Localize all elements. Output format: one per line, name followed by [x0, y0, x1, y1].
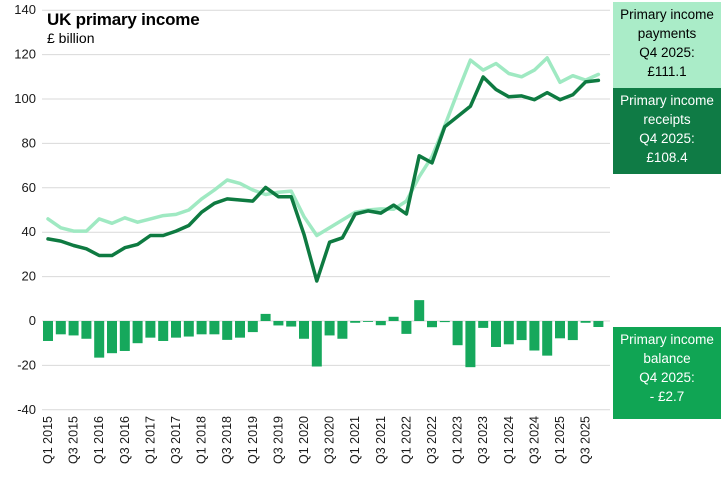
x-tick-label: Q3 2024 [527, 416, 541, 464]
balance-bar [529, 321, 540, 351]
balance-bar [299, 321, 309, 339]
balance-bar [247, 321, 258, 333]
balance-bar [107, 321, 117, 354]
y-tick-label: 80 [22, 135, 36, 150]
annotation-receipts: Primary income receipts Q4 2025: £108.4 [613, 88, 721, 174]
x-tick-label: Q3 2016 [118, 416, 132, 464]
balance-bar [350, 321, 361, 323]
annotation-balance: Primary income balance Q4 2025: - £2.7 [613, 327, 721, 419]
x-tick-label: Q3 2022 [425, 416, 439, 464]
x-tick-label: Q3 2025 [579, 416, 593, 464]
balance-bar [401, 321, 412, 334]
balance-bar [235, 321, 245, 338]
balance-bar [567, 321, 578, 341]
y-tick-label: 40 [22, 224, 36, 239]
balance-bar [439, 321, 450, 323]
balance-bar [132, 321, 143, 344]
x-tick-label: Q1 2025 [553, 416, 567, 464]
balance-bar [337, 321, 348, 339]
x-tick-label: Q3 2020 [323, 416, 337, 464]
x-tick-label: Q3 2019 [271, 416, 285, 464]
y-tick-label: 60 [22, 180, 36, 195]
annotation-payments: Primary income payments Q4 2025: £111.1 [613, 2, 721, 88]
x-tick-label: Q1 2015 [41, 416, 55, 464]
balance-bar [158, 321, 169, 341]
balance-bar [580, 321, 591, 323]
x-tick-label: Q1 2024 [502, 416, 516, 464]
balance-bar [542, 321, 553, 356]
x-tick-label: Q3 2017 [169, 416, 183, 464]
balance-bar [273, 321, 284, 326]
balance-bar [260, 313, 271, 321]
x-tick-label: Q1 2023 [451, 416, 465, 464]
x-tick-label: Q1 2018 [195, 416, 209, 464]
balance-bar [311, 321, 322, 367]
balance-bar [324, 321, 335, 336]
balance-bar [491, 321, 501, 347]
payments-line [46, 56, 601, 238]
balance-bar [286, 321, 297, 327]
x-tick-label: Q1 2019 [246, 416, 260, 464]
y-tick-label: -40 [17, 402, 36, 417]
y-tick-label: 20 [22, 269, 36, 284]
y-tick-label: -20 [17, 357, 36, 372]
y-tick-label: 100 [14, 91, 36, 106]
y-tick-label: 140 [14, 2, 36, 17]
x-tick-label: Q3 2021 [374, 416, 388, 464]
balance-bar [171, 321, 181, 338]
x-tick-label: Q1 2022 [399, 416, 413, 464]
balance-bar [145, 321, 156, 338]
balance-bar [68, 321, 79, 336]
balance-bar [363, 321, 373, 322]
balance-bar [388, 316, 399, 321]
x-tick-label: Q1 2017 [143, 416, 157, 464]
balance-bar [94, 321, 105, 358]
balance-bar [516, 321, 527, 341]
balance-bar [43, 321, 53, 341]
balance-bar [183, 321, 194, 337]
balance-bar [478, 321, 489, 328]
balance-bar [452, 321, 463, 346]
balance-bar [375, 321, 386, 326]
x-tick-label: Q1 2020 [297, 416, 311, 464]
x-tick-label: Q1 2016 [92, 416, 106, 464]
x-tick-label: Q1 2021 [348, 416, 362, 464]
balance-bar [81, 321, 92, 339]
balance-bar [503, 321, 514, 345]
balance-bar [427, 321, 437, 328]
balance-bar [119, 321, 130, 351]
balance-bar [222, 321, 233, 340]
chart-subtitle: £ billion [47, 30, 95, 46]
x-tick-label: Q3 2023 [476, 416, 490, 464]
balance-bar [414, 300, 425, 321]
x-tick-label: Q3 2015 [67, 416, 81, 464]
balance-bar [593, 321, 604, 327]
balance-bar [55, 321, 66, 335]
y-tick-label: 120 [14, 47, 36, 62]
balance-bar [555, 321, 565, 339]
balance-bar [465, 321, 476, 368]
balance-bar [209, 321, 220, 335]
receipts-line [46, 75, 601, 283]
x-tick-label: Q3 2018 [220, 416, 234, 464]
chart-title: UK primary income [47, 10, 200, 29]
y-tick-label: 0 [29, 313, 36, 328]
balance-bar [196, 321, 207, 335]
